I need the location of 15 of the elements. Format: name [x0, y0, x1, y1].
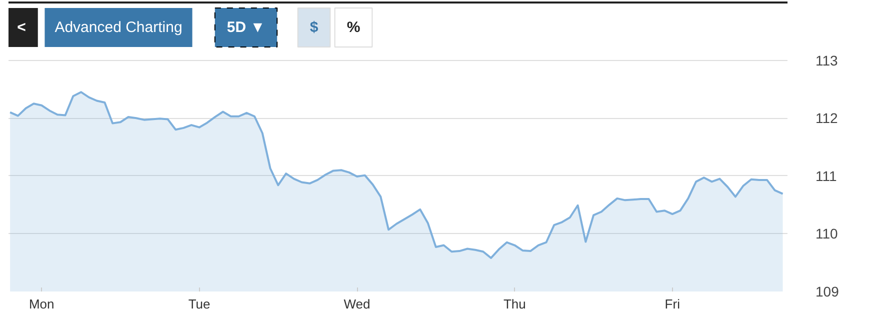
annotation: %	[346, 19, 360, 36]
y-tick-label: 111	[816, 168, 837, 184]
annotation: $	[310, 19, 319, 36]
annotation: <	[17, 19, 26, 36]
y-tick-label: 109	[816, 284, 840, 300]
x-tick-label: Thu	[503, 296, 526, 312]
x-tick-label: Mon	[28, 296, 54, 312]
y-tick-label: 110	[816, 226, 838, 242]
y-tick-label: 113	[816, 52, 838, 68]
annotation: Advanced Charting	[54, 19, 182, 36]
x-tick-label: Wed	[344, 296, 370, 312]
annotation: 5D ▼	[226, 19, 266, 36]
x-tick-label: Fri	[664, 296, 680, 312]
x-tick-label: Tue	[188, 296, 210, 312]
y-tick-label: 112	[816, 110, 838, 126]
